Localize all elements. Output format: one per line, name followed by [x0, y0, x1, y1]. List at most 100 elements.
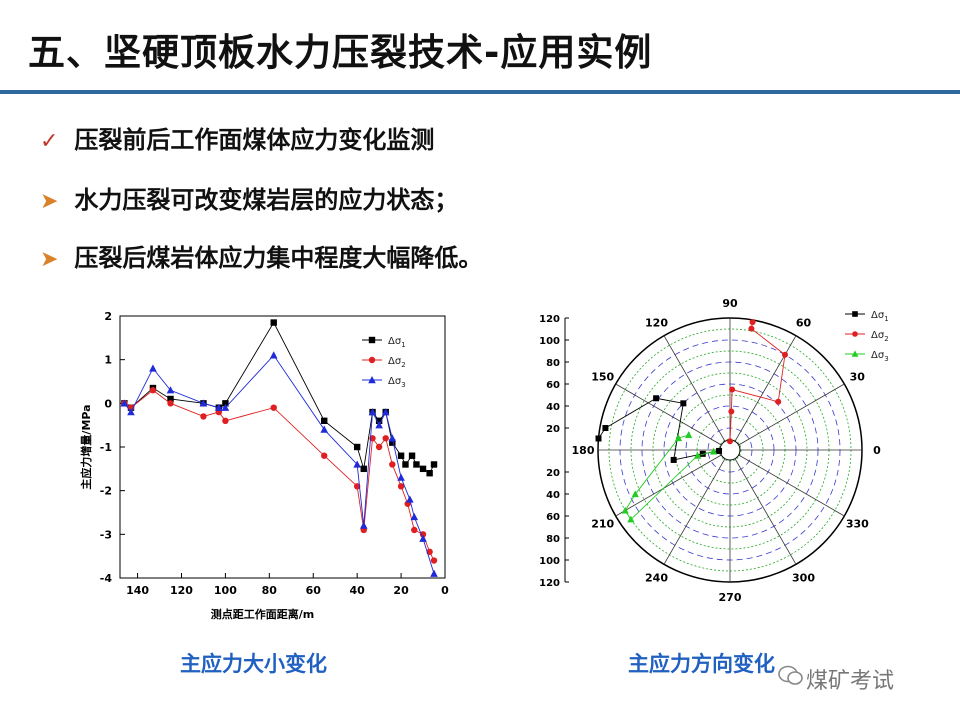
polar-spoke: [663, 335, 726, 442]
data-point: [199, 399, 208, 407]
legend-marker: [852, 311, 858, 317]
data-point: [221, 403, 230, 411]
data-point: [411, 526, 418, 534]
r-tick-label: 80: [546, 358, 560, 369]
data-point: [388, 434, 397, 442]
polar-spoke: [615, 454, 722, 517]
data-point: [375, 421, 383, 429]
data-point: [728, 408, 735, 415]
data-point: [381, 408, 390, 416]
data-point: [716, 447, 723, 454]
r-tick-label: 60: [546, 380, 560, 391]
data-point: [595, 435, 602, 442]
data-point: [397, 483, 405, 490]
legend-label: Δσ1: [871, 310, 889, 323]
data-point: [748, 325, 755, 332]
r-tick-label: 120: [539, 314, 560, 325]
legend-marker: [368, 356, 376, 364]
polar-spoke: [734, 458, 797, 565]
angle-tick-label: 60: [796, 317, 812, 330]
legend-label: Δσ3: [388, 376, 406, 389]
series-line: [624, 434, 714, 521]
angle-tick-label: 210: [591, 518, 614, 531]
r-tick-label: 80: [546, 534, 560, 545]
data-point: [674, 434, 683, 442]
series-line: [124, 321, 435, 474]
caption-right: 主应力方向变化: [628, 652, 775, 676]
data-point: [709, 447, 718, 455]
y-tick-label: -3: [100, 528, 112, 541]
bullet-1-text: 压裂前后工作面煤体应力变化监测: [74, 126, 435, 154]
angle-tick-label: 150: [591, 371, 614, 384]
data-point: [167, 400, 174, 407]
data-point: [621, 506, 629, 514]
data-point: [215, 403, 223, 411]
angle-tick-label: 90: [722, 297, 738, 310]
title-rule: [0, 90, 960, 94]
data-point: [680, 400, 687, 407]
legend-marker: [368, 336, 376, 344]
data-point: [413, 461, 420, 468]
stress-magnitude-chart: 2 1 0 -1 -2 -3 -4 140 120 100 80 60 40 20 0 测点距工作面距离/m 主…: [79, 310, 449, 621]
data-point: [653, 395, 660, 402]
data-point: [631, 490, 639, 498]
data-point: [408, 452, 416, 459]
x-tick-label: 40: [350, 584, 366, 597]
caption-left: 主应力大小变化: [180, 652, 327, 676]
data-point: [419, 465, 427, 473]
r-tick-label: 20: [546, 468, 560, 479]
data-point: [685, 431, 693, 438]
arrow-icon: ➤: [40, 189, 59, 214]
y-axis-label: 主应力增量/MPa: [79, 404, 93, 489]
angle-tick-label: 30: [850, 371, 866, 384]
data-point: [222, 400, 229, 407]
data-point: [167, 395, 174, 403]
data-point: [397, 473, 405, 481]
data-point: [419, 534, 427, 542]
y-tick-label: -2: [100, 485, 112, 498]
r-tick-label: 100: [539, 336, 560, 347]
check-icon: ✓: [40, 129, 59, 154]
data-point: [375, 417, 383, 424]
r-tick-label: 60: [546, 512, 560, 523]
bullet-3: ➤ 压裂后煤岩体应力集中程度大幅降低。: [40, 238, 482, 273]
y-tick-label: 1: [104, 354, 112, 367]
angle-tick-label: 0: [873, 444, 881, 457]
data-point: [321, 417, 328, 424]
legend-label: Δσ2: [871, 330, 889, 343]
data-point: [430, 569, 438, 577]
legend-label: Δσ1: [388, 336, 406, 349]
data-point: [389, 439, 396, 446]
data-point: [397, 452, 405, 459]
polar-spoke: [663, 458, 726, 565]
series-line: [598, 397, 720, 461]
data-point: [222, 417, 229, 424]
data-point: [353, 443, 361, 451]
data-point: [602, 425, 609, 432]
r-tick-label: 40: [546, 490, 560, 501]
legend-marker: [852, 331, 858, 337]
angle-tick-label: 270: [719, 591, 742, 604]
bullet-2-text: 水力压裂可改变煤岩层的应力状态；: [74, 186, 459, 214]
legend-marker: [851, 350, 859, 357]
data-point: [149, 364, 157, 372]
r-tick-label: 40: [546, 402, 560, 413]
r-tick-label: 100: [539, 556, 560, 567]
data-point: [359, 521, 368, 529]
r-tick-label: 20: [546, 424, 560, 435]
data-point: [200, 413, 207, 420]
legend-label: Δσ2: [388, 356, 406, 369]
y-tick-label: -1: [100, 441, 112, 454]
y-tick-label: 0: [104, 397, 112, 410]
data-point: [693, 451, 702, 459]
data-point: [410, 512, 419, 521]
data-point: [321, 452, 328, 459]
angle-tick-label: 330: [846, 518, 869, 531]
x-tick-label: 20: [393, 584, 409, 597]
watermark: 煤矿考试: [806, 669, 895, 694]
data-point: [382, 435, 389, 442]
polar-spoke: [734, 335, 797, 442]
data-point: [430, 461, 438, 468]
x-axis-label: 测点距工作面距离/m: [211, 607, 314, 621]
data-point: [627, 515, 635, 523]
